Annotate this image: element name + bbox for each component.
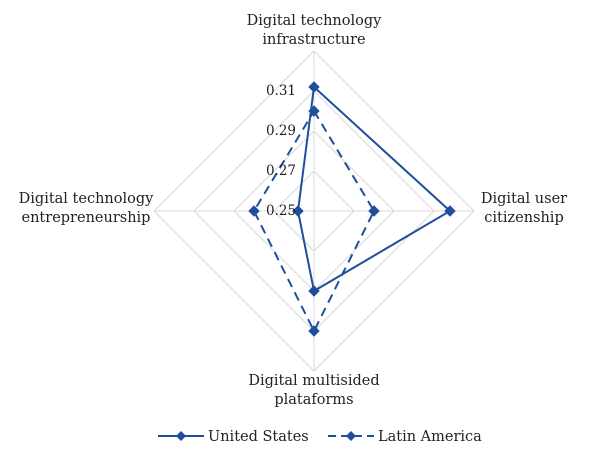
axis-label: Digital technology entrepreneurship <box>19 191 154 226</box>
axis-label-line: Digital user <box>481 191 567 207</box>
axis-label: Digital technology infrastructure <box>247 13 382 48</box>
tick-label: 0.31 <box>266 83 296 99</box>
data-point <box>292 205 304 217</box>
tick-label: 0.29 <box>266 123 296 139</box>
axis-label-line: citizenship <box>484 210 563 226</box>
series-line-2 <box>252 109 376 334</box>
series-line-1 <box>296 84 452 293</box>
legend-swatch-marker <box>176 431 186 441</box>
axis-label-line: Digital technology <box>247 13 382 29</box>
data-point <box>308 105 320 117</box>
legend: United States Latin America <box>158 429 482 445</box>
data-point <box>444 205 456 217</box>
series-layer <box>248 81 456 337</box>
tick-label: 0.27 <box>266 163 296 179</box>
legend-label: Latin America <box>378 429 482 445</box>
legend-swatch-marker <box>346 431 356 441</box>
data-point <box>308 325 320 337</box>
axis-label-line: entrepreneurship <box>22 210 151 226</box>
data-point <box>368 205 380 217</box>
tick-labels: 0.25 0.27 0.29 0.31 <box>266 83 296 219</box>
axis-labels: Digital technology infrastructureDigital … <box>19 13 568 408</box>
axis-label-line: plataforms <box>274 392 353 408</box>
axis-label-line: Digital technology <box>19 191 154 207</box>
tick-label: 0.25 <box>266 203 296 219</box>
data-point <box>308 81 320 93</box>
axis-label-line: infrastructure <box>262 32 365 48</box>
axis-label-line: Digital multisided <box>248 373 379 389</box>
axis-label: Digital multisided plataforms <box>248 373 379 408</box>
data-point <box>248 205 260 217</box>
legend-label: United States <box>208 429 309 445</box>
radar-grid <box>153 50 475 372</box>
data-point <box>308 285 320 297</box>
axis-label: Digital user citizenship <box>481 191 567 226</box>
